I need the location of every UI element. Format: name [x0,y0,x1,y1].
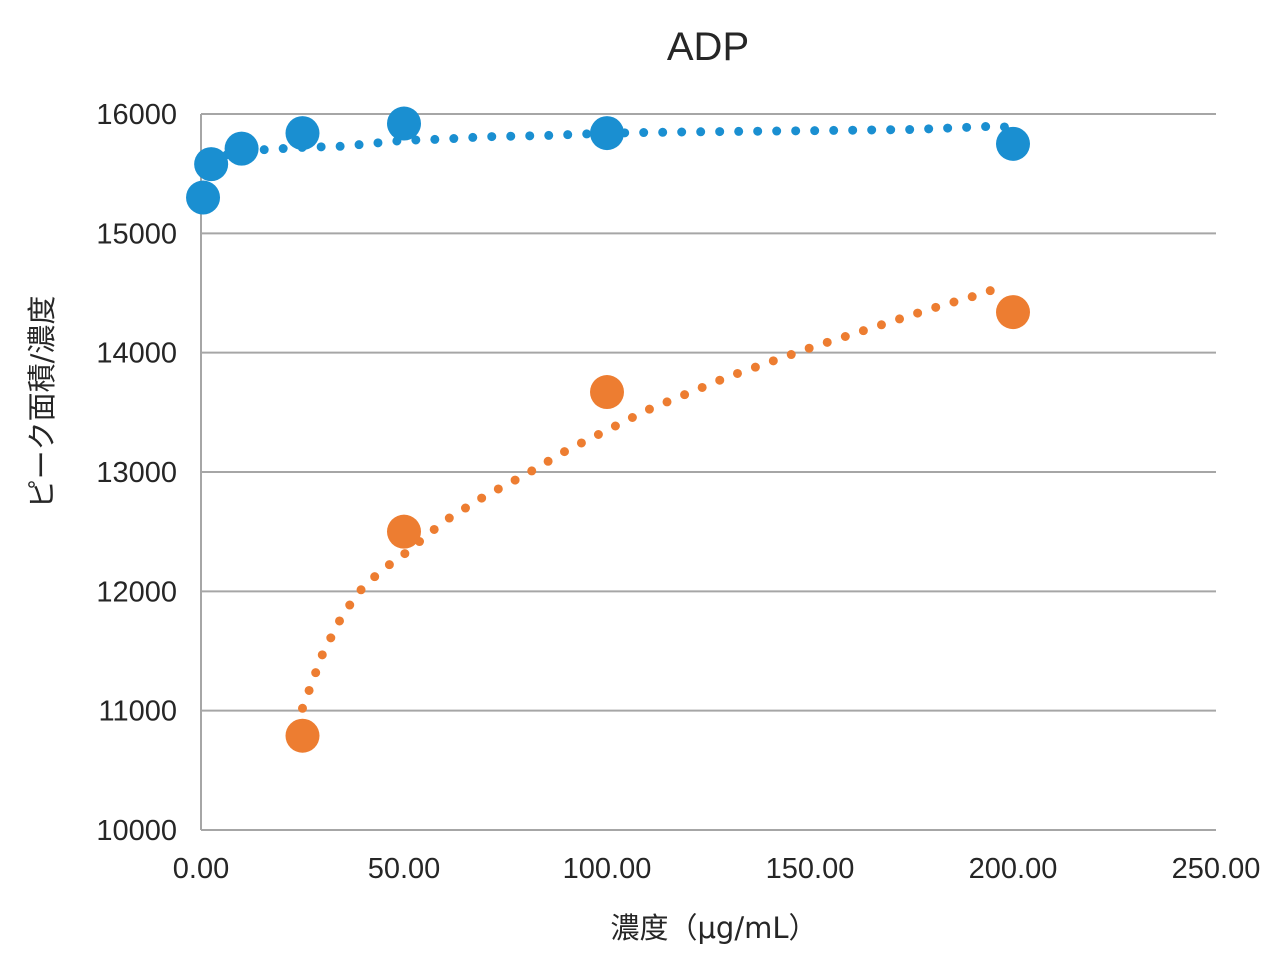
y-axis-title: ピーク面積/濃度 [25,296,59,509]
data-point-series-1 [387,106,421,141]
data-point-series-2 [996,295,1030,330]
y-tick-label: 16000 [96,99,177,131]
y-tick-label: 10000 [96,815,177,847]
trendlines [204,121,1018,713]
data-point-series-1 [186,180,221,215]
x-tick-label: 250.00 [1172,853,1261,885]
data-point-series-2 [285,718,320,753]
x-tick-label: 0.00 [173,853,229,885]
data-point-series-1 [224,131,259,166]
x-axis-title: 濃度（μg/mL） [610,911,817,945]
data-point-series-1 [285,116,320,151]
x-tick-label: 50.00 [368,853,441,885]
x-tick-label: 200.00 [969,853,1058,885]
data-point-series-1 [590,116,624,151]
trendline-series-1 [204,121,1018,167]
x-tick-label: 150.00 [766,853,855,885]
data-point-series-1 [194,147,229,182]
y-tick-label: 12000 [96,576,177,608]
gridlines [200,113,1216,831]
data-points [186,106,1030,753]
trendline-series-2 [298,281,1010,713]
x-tick-label: 100.00 [563,853,652,885]
data-point-series-2 [590,375,624,410]
x-axis-ticks: 0.00 50.00 100.00 150.00 200.00 250.00 [173,853,1261,885]
y-tick-label: 14000 [96,338,177,370]
y-axis-ticks: 10000 11000 12000 13000 14000 15000 16000 [96,99,177,847]
data-point-series-1 [996,126,1030,161]
y-tick-label: 11000 [99,696,178,728]
y-tick-label: 13000 [96,457,177,489]
data-point-series-2 [387,514,421,549]
y-tick-label: 15000 [96,218,177,250]
chart-title: ADP [667,25,749,69]
